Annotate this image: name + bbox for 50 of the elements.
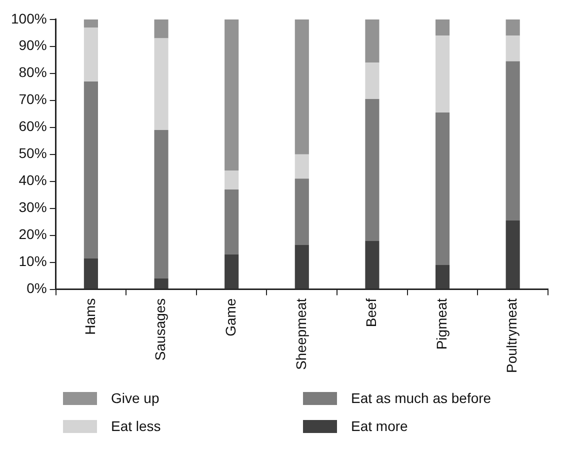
legend-label: Eat less	[111, 418, 161, 434]
y-tick-label: 90%	[18, 37, 47, 54]
bar	[365, 19, 380, 63]
bar	[84, 19, 98, 28]
bar	[224, 189, 239, 254]
bar	[365, 99, 380, 241]
bar	[506, 220, 520, 289]
x-tick-label: Sheepmeat	[292, 298, 309, 370]
y-tick-label: 80%	[18, 64, 47, 80]
y-tick-label: 30%	[18, 199, 47, 216]
bar	[506, 36, 520, 62]
bar	[154, 130, 168, 279]
bar	[154, 19, 168, 38]
x-tick-label: Game	[222, 298, 238, 336]
bar	[154, 278, 168, 289]
bar	[84, 81, 98, 258]
x-tick-label: Poultrymeat	[504, 298, 520, 374]
legend-label: Eat more	[351, 418, 408, 434]
bar	[154, 38, 168, 130]
bar	[436, 19, 450, 36]
x-tick-label: Hams	[82, 298, 98, 335]
bar	[224, 19, 239, 171]
bar	[224, 254, 239, 289]
y-tick-label: 40%	[18, 172, 47, 188]
y-tick-label: 100%	[10, 10, 47, 26]
bar	[506, 19, 520, 36]
bar	[436, 112, 450, 266]
y-tick-label: 20%	[18, 226, 47, 242]
y-tick-label: 70%	[18, 91, 47, 108]
bar	[84, 27, 98, 82]
y-tick-label: 10%	[18, 253, 47, 270]
y-tick-label: 50%	[18, 145, 47, 162]
bar	[294, 178, 309, 245]
bar	[436, 265, 450, 289]
x-tick-label: Sausages	[152, 298, 168, 361]
bar	[224, 170, 239, 190]
x-tick-label: Pigmeat	[433, 298, 450, 350]
legend-label: Eat as much as before	[351, 390, 492, 406]
y-tick-label: 60%	[18, 118, 47, 134]
bar	[84, 258, 98, 289]
legend-label: Give up	[111, 390, 160, 406]
y-tick-label: 0%	[26, 280, 47, 296]
bar	[365, 62, 380, 100]
bar	[294, 19, 309, 154]
x-tick-label: Beef	[363, 298, 380, 328]
bar	[294, 154, 309, 179]
bar	[365, 240, 380, 289]
bar	[436, 36, 450, 113]
bar	[294, 244, 309, 289]
bar	[506, 61, 520, 220]
